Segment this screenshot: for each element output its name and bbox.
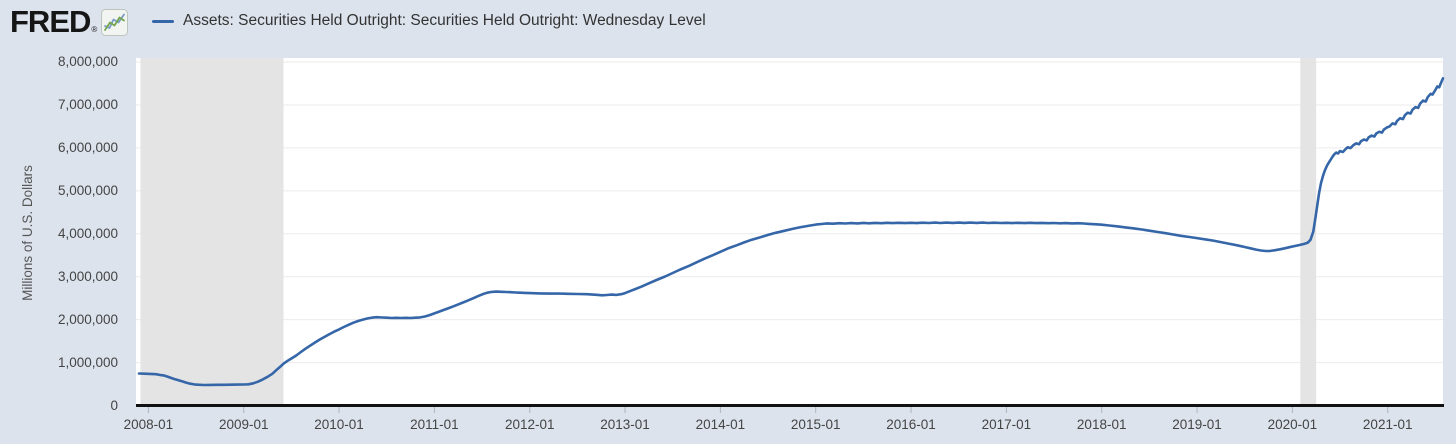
x-tick-label: 2019-01 (1172, 417, 1222, 432)
registered-trademark-icon: ® (91, 25, 98, 34)
y-tick-label: 4,000,000 (57, 225, 118, 241)
recession-band (1300, 58, 1317, 406)
x-tick-label: 2021-01 (1362, 417, 1413, 432)
fred-logo[interactable]: FRED ® (10, 4, 129, 39)
y-tick-label: 2,000,000 (57, 311, 118, 327)
x-tick-label: 2010-01 (314, 417, 364, 432)
y-tick-label: 7,000,000 (57, 96, 118, 112)
x-tick-label: 2015-01 (790, 417, 841, 432)
plot-area (136, 58, 1443, 406)
x-tick-label: 2016-01 (886, 417, 936, 432)
fred-logo-text: FRED (10, 4, 91, 39)
x-tick-label: 2013-01 (600, 417, 650, 432)
x-tick-label: 2017-01 (981, 417, 1032, 432)
x-tick-label: 2009-01 (218, 417, 269, 432)
y-tick-label: 6,000,000 (57, 139, 118, 155)
x-tick-label: 2014-01 (695, 417, 746, 432)
recession-band (140, 58, 284, 406)
x-tick-label: 2020-01 (1267, 417, 1318, 432)
series-line (137, 77, 1445, 387)
legend-line-swatch (152, 19, 174, 23)
x-tick-label: 2008-01 (123, 417, 174, 432)
x-tick-label: 2018-01 (1076, 417, 1127, 432)
y-tick-label: 5,000,000 (57, 182, 118, 198)
chart-header: FRED ® Assets: Securities Held Outright:… (0, 0, 1456, 46)
y-tick-label: 0 (110, 397, 118, 413)
legend: Assets: Securities Held Outright: Securi… (152, 12, 706, 30)
y-tick-label: 8,000,000 (57, 54, 118, 69)
x-tick-label: 2011-01 (410, 417, 459, 432)
y-tick-label: 3,000,000 (57, 268, 118, 284)
fred-sparkline-icon (101, 8, 129, 36)
y-tick-label: 1,000,000 (57, 354, 118, 370)
x-tick-label: 2012-01 (504, 417, 555, 432)
legend-series-label: Assets: Securities Held Outright: Securi… (183, 12, 706, 29)
